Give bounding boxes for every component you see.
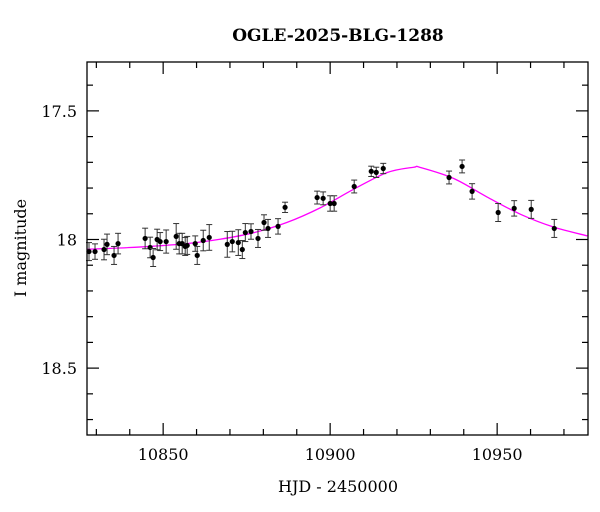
data-point <box>229 230 236 253</box>
data-point <box>142 227 149 250</box>
data-marker <box>242 229 248 236</box>
data-point <box>104 233 111 256</box>
data-point <box>224 231 231 258</box>
data-point <box>511 200 518 217</box>
chart-title: OGLE-2025-BLG-1288 <box>232 26 444 46</box>
data-point <box>206 224 213 251</box>
data-marker <box>200 237 206 244</box>
data-point <box>173 223 180 250</box>
data-marker <box>224 241 230 247</box>
data-marker <box>147 244 153 251</box>
data-point <box>239 240 246 260</box>
data-point <box>150 248 157 268</box>
x-tick-label: 10950 <box>472 445 523 464</box>
data-point <box>194 245 201 265</box>
y-tick-label: 17.5 <box>41 102 77 121</box>
data-point <box>380 162 387 175</box>
data-point <box>275 218 282 235</box>
data-marker <box>163 238 169 245</box>
data-point <box>265 218 272 238</box>
data-point <box>111 245 118 265</box>
y-tick-label: 18 <box>57 230 77 249</box>
data-point <box>184 235 191 255</box>
data-point <box>242 223 249 243</box>
data-marker <box>101 246 107 253</box>
data-point <box>200 229 207 252</box>
data-point <box>320 191 327 206</box>
data-marker <box>459 163 465 170</box>
data-marker <box>351 183 357 190</box>
data-marker <box>314 194 320 201</box>
data-marker <box>380 165 386 172</box>
data-marker <box>446 174 452 181</box>
data-marker <box>320 195 326 201</box>
data-marker <box>282 204 288 210</box>
data-marker <box>331 200 337 207</box>
data-point <box>551 218 558 238</box>
data-marker <box>173 233 179 240</box>
data-marker <box>194 252 200 259</box>
data-point <box>157 232 164 252</box>
data-point <box>373 166 380 179</box>
data-marker <box>150 254 156 261</box>
data-point <box>247 223 254 240</box>
data-point <box>469 183 476 200</box>
data-marker <box>368 168 374 174</box>
data-point <box>368 165 375 177</box>
data-marker <box>265 225 271 232</box>
data-point <box>147 236 154 259</box>
data-marker <box>551 225 557 232</box>
data-marker <box>495 209 501 216</box>
data-marker <box>261 219 267 226</box>
data-marker <box>248 228 254 235</box>
data-marker <box>275 223 281 229</box>
y-axis-label: I magnitude <box>11 199 30 297</box>
data-marker <box>469 188 475 194</box>
data-marker <box>142 235 148 242</box>
data-point <box>331 195 338 212</box>
plot-frame <box>86 61 589 436</box>
data-marker <box>157 238 163 245</box>
x-axis-label: HJD - 2450000 <box>278 477 398 496</box>
data-marker <box>239 246 245 253</box>
data-point <box>314 190 321 205</box>
data-marker <box>184 242 190 249</box>
data-point <box>154 228 161 251</box>
data-marker <box>92 248 98 255</box>
data-point <box>235 229 242 256</box>
data-point <box>528 199 535 219</box>
data-point <box>282 201 289 213</box>
data-marker <box>255 235 261 242</box>
data-point <box>92 243 99 260</box>
data-marker <box>327 200 333 207</box>
data-marker <box>115 241 121 247</box>
data-marker <box>104 241 110 247</box>
data-point <box>495 202 502 222</box>
data-point <box>351 179 358 194</box>
data-point <box>163 229 170 254</box>
data-point <box>115 232 122 255</box>
y-tick-label: 18.5 <box>41 359 77 378</box>
data-marker <box>206 234 212 241</box>
data-marker <box>192 241 198 247</box>
data-point <box>255 228 262 248</box>
data-point <box>446 170 453 185</box>
data-marker <box>235 239 241 246</box>
data-marker <box>229 238 235 245</box>
data-points-group <box>86 159 558 268</box>
data-marker <box>373 169 379 175</box>
axes: 10850 10900 10950 17.5 18 18.5 <box>41 62 588 464</box>
x-tick-label: 10900 <box>305 445 356 464</box>
x-tick-label: 10850 <box>138 445 189 464</box>
data-marker <box>86 248 92 255</box>
data-point <box>459 159 466 174</box>
data-point <box>101 238 108 261</box>
data-point <box>261 214 268 231</box>
data-marker <box>528 206 534 212</box>
data-marker <box>511 205 517 211</box>
